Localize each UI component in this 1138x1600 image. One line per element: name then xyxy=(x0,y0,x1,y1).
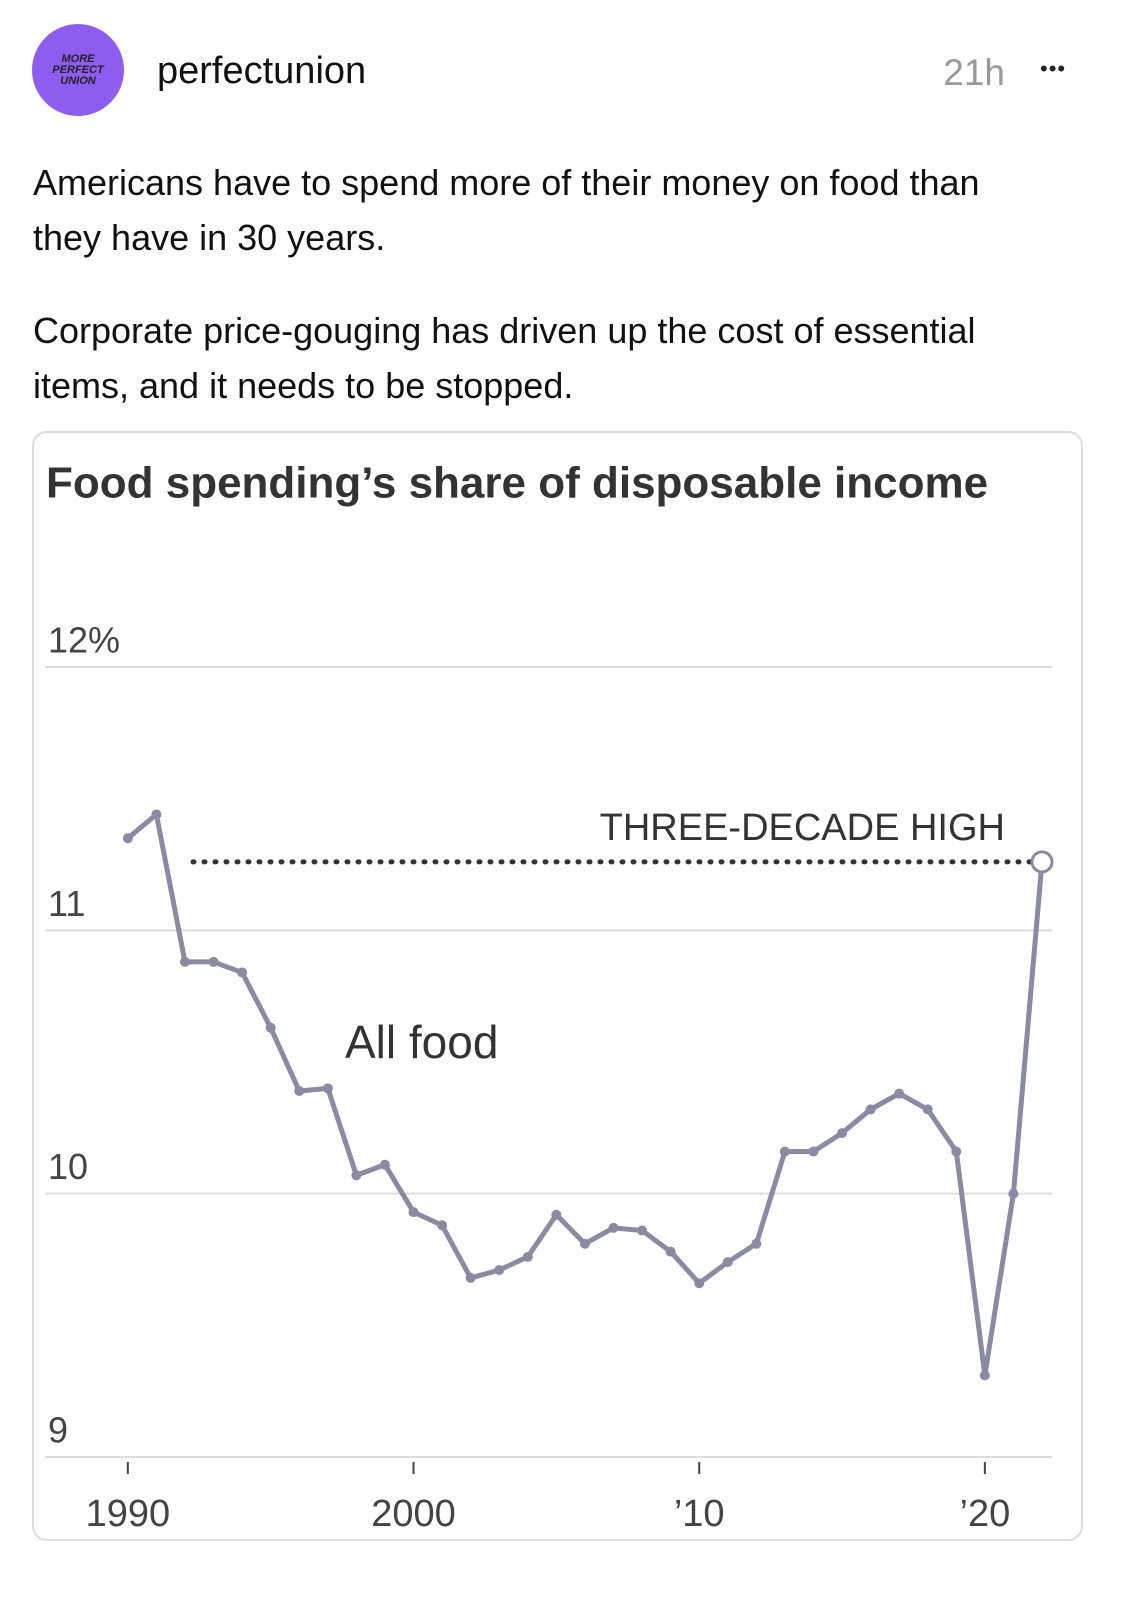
data-point xyxy=(894,1088,905,1099)
data-point xyxy=(379,1159,390,1170)
data-point xyxy=(637,1225,648,1236)
series-label: All food xyxy=(345,1016,498,1068)
x-tick-label: 1990 xyxy=(86,1493,171,1535)
data-point xyxy=(265,1022,276,1033)
y-tick-label: 11 xyxy=(48,883,85,924)
data-point xyxy=(1030,850,1054,874)
avatar-text: UNION xyxy=(60,74,96,87)
avatar-text: PERFECT xyxy=(52,63,104,76)
data-point xyxy=(208,956,219,967)
data-point xyxy=(951,1146,962,1157)
y-tick-label: 9 xyxy=(48,1410,68,1451)
data-point xyxy=(408,1207,419,1218)
data-point xyxy=(122,833,133,844)
avatar[interactable]: MORE PERFECT UNION xyxy=(32,24,124,116)
paragraph: Americans have to spend more of their mo… xyxy=(33,162,980,258)
data-point xyxy=(694,1278,705,1289)
data-point xyxy=(237,967,248,978)
menu-button[interactable]: ••• xyxy=(1040,56,1067,81)
avatar-text: MORE xyxy=(61,52,95,65)
data-point xyxy=(779,1146,790,1157)
data-point xyxy=(437,1220,448,1231)
data-point xyxy=(722,1257,733,1268)
data-point xyxy=(665,1246,676,1257)
data-point xyxy=(551,1209,562,1220)
data-point xyxy=(922,1104,933,1115)
y-tick-label: 10 xyxy=(48,1146,88,1187)
data-point xyxy=(179,956,190,967)
data-point xyxy=(579,1238,590,1249)
data-point xyxy=(979,1370,990,1381)
data-point xyxy=(322,1083,333,1094)
data-point xyxy=(151,809,162,820)
data-point xyxy=(465,1272,476,1283)
data-point xyxy=(522,1251,533,1262)
data-point xyxy=(494,1265,505,1276)
data-point xyxy=(1008,1188,1019,1199)
reference-label: THREE-DECADE HIGH xyxy=(600,807,1005,849)
data-point xyxy=(751,1238,762,1249)
username[interactable]: perfectunion xyxy=(157,50,367,92)
data-point xyxy=(608,1222,619,1233)
paragraph: Corporate price-gouging has driven up th… xyxy=(33,310,976,406)
x-tick-label: 2000 xyxy=(371,1493,456,1535)
data-point xyxy=(294,1085,305,1096)
chart-card xyxy=(32,431,1083,1541)
chart-title: Food spending’s share of disposable inco… xyxy=(46,459,988,508)
data-point xyxy=(351,1170,362,1181)
x-tick-label: ’20 xyxy=(960,1493,1011,1535)
data-point xyxy=(808,1146,819,1157)
y-tick-label: 12% xyxy=(48,620,120,661)
data-point xyxy=(837,1128,848,1139)
post-text: Americans have to spend more of their mo… xyxy=(33,155,1043,451)
timestamp: 21h xyxy=(943,52,1005,93)
x-tick-label: ’10 xyxy=(674,1493,725,1535)
data-point xyxy=(865,1104,876,1115)
